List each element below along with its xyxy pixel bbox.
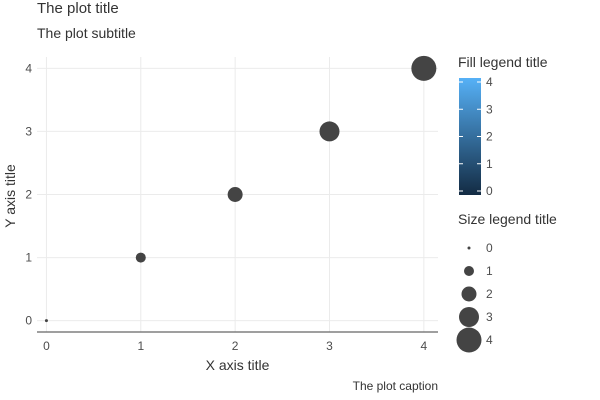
grid-lines — [37, 57, 438, 332]
size-legend-key — [464, 266, 474, 276]
size-legend-label: 0 — [486, 241, 493, 255]
x-tick-label: 3 — [326, 339, 333, 353]
size-legend-label: 1 — [486, 264, 493, 278]
y-tick-label: 3 — [25, 124, 32, 138]
x-tick-label: 4 — [421, 339, 428, 353]
y-tick-label: 1 — [25, 251, 32, 265]
colorbar-label: 0 — [486, 184, 493, 198]
data-point — [411, 55, 437, 81]
plot-title: The plot title — [37, 0, 119, 17]
colorbar-label: 3 — [486, 102, 493, 116]
colorbar-label: 2 — [486, 130, 493, 144]
x-tick-label: 2 — [232, 339, 239, 353]
y-axis-title: Y axis title — [2, 164, 18, 228]
data-point — [319, 121, 340, 142]
y-tick-label: 4 — [25, 61, 32, 75]
colorbar-label: 1 — [486, 157, 493, 171]
fill-legend-title: Fill legend title — [458, 54, 548, 70]
size-legend-key — [456, 327, 482, 353]
size-legend-label: 3 — [486, 310, 493, 324]
data-point — [227, 187, 243, 202]
plot-caption: The plot caption — [352, 379, 438, 393]
fill-legend: 0 1 2 3 4 — [459, 75, 493, 198]
size-legend-label: 2 — [486, 287, 493, 301]
x-tick-label: 1 — [137, 339, 144, 353]
colorbar-label: 4 — [486, 75, 493, 89]
y-tick-label: 2 — [25, 188, 32, 202]
size-legend-key — [461, 286, 477, 302]
axes: 0 1 2 3 4 0 1 2 3 4 — [25, 61, 438, 353]
size-legend: 0 1 2 3 4 — [456, 241, 493, 353]
size-legend-title: Size legend title — [458, 211, 557, 227]
size-legend-key — [467, 246, 471, 250]
plot-subtitle: The plot subtitle — [37, 25, 136, 41]
y-tick-label: 0 — [25, 314, 32, 328]
x-axis-title: X axis title — [205, 357, 270, 373]
data-point — [44, 319, 48, 323]
fill-colorbar — [459, 78, 481, 195]
x-tick-label: 0 — [43, 339, 50, 353]
data-points — [44, 55, 437, 323]
size-legend-label: 4 — [486, 333, 493, 347]
size-legend-key — [459, 307, 479, 327]
data-point — [135, 252, 146, 263]
